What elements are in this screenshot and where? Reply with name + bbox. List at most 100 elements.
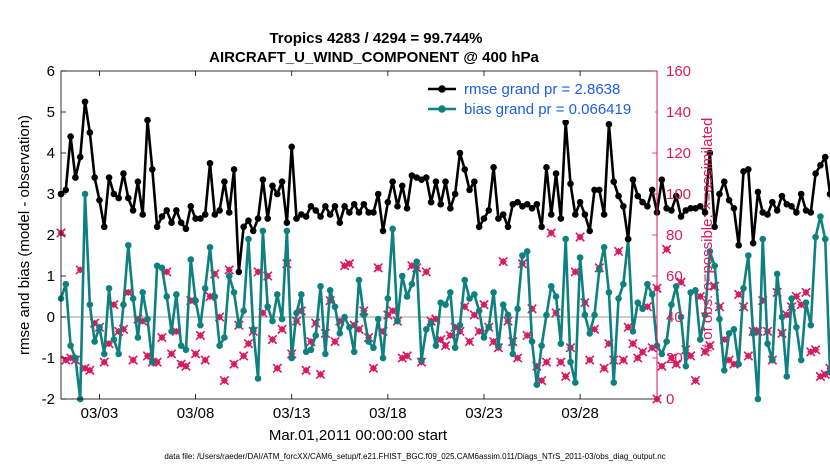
obs-marker-stroke [522, 330, 532, 341]
rmse-series-point [192, 215, 199, 222]
bias-series-point [523, 248, 531, 255]
bias-series-point [307, 346, 315, 354]
obs-marker-stroke [512, 353, 523, 363]
rmse-series-point [264, 215, 271, 222]
legend-rmse-marker [438, 85, 446, 93]
obs-point [690, 375, 701, 386]
obs-marker-stroke [190, 349, 201, 359]
rmse-series-point [144, 116, 151, 124]
bias-series-point [278, 315, 286, 323]
obs-marker-stroke [743, 351, 754, 361]
y-axis-right-label: # of obs: o=possible; ×=assimilated [699, 118, 716, 353]
bias-series-point [581, 311, 589, 319]
rmse-series-point [312, 207, 320, 214]
rmse-series-point [153, 223, 161, 231]
rmse-series-point [557, 215, 565, 222]
y-left-tick-label: 2 [47, 227, 55, 244]
rmse-series-point [379, 227, 387, 235]
obs-point [743, 351, 754, 361]
obs-marker-stroke [277, 324, 287, 335]
bias-series-point [759, 235, 767, 243]
rmse-series-point [269, 182, 276, 190]
obs-point [181, 361, 191, 371]
obs-marker-stroke [373, 263, 383, 273]
obs-marker-stroke [584, 355, 595, 365]
rmse-series-point [346, 209, 353, 216]
obs-point [729, 359, 739, 369]
bias-series-point [298, 291, 305, 298]
bias-series-point [528, 338, 536, 345]
rmse-series-point [365, 209, 372, 216]
rmse-series-point [788, 203, 795, 210]
rmse-series-point [432, 178, 440, 185]
bias-series-point [740, 285, 747, 292]
rmse-series-point [745, 166, 752, 173]
rmse-series-point [341, 203, 348, 210]
obs-point [657, 361, 667, 371]
obs-marker-stroke [99, 357, 110, 367]
bias-series-point [432, 342, 440, 350]
bias-series-point [490, 289, 497, 296]
rmse-series-point [797, 190, 805, 198]
bias-series-point [163, 293, 171, 300]
bias-series-point [139, 289, 147, 296]
bias-series-point [124, 241, 132, 249]
y-right-tick-label: 120 [666, 145, 691, 162]
rmse-series-point [91, 174, 98, 181]
rmse-series-point [72, 174, 79, 181]
obs-point [810, 345, 821, 355]
bias-series-point [173, 291, 180, 298]
rmse-series-point [658, 176, 666, 183]
obs-point [522, 330, 532, 341]
rmse-series-point [504, 223, 512, 231]
rmse-series-point [471, 178, 478, 185]
obs-point [556, 357, 566, 367]
rmse-series-point [158, 213, 166, 220]
obs-marker-stroke [671, 359, 681, 369]
rmse-series-point [807, 209, 815, 216]
obs-point [195, 330, 206, 341]
bias-series-point [648, 291, 656, 298]
obs-marker-stroke [575, 232, 585, 242]
rmse-series-point [86, 129, 94, 136]
bias-series-point [230, 289, 238, 296]
bias-series-point [398, 272, 406, 280]
y-right-tick-label: 40 [666, 309, 683, 326]
obs-point [344, 258, 355, 269]
rmse-series-point [197, 215, 204, 222]
obs-point [498, 256, 508, 267]
bias-series-point [821, 235, 829, 243]
y-left-tick-label: -1 [42, 350, 55, 367]
rmse-series-point [389, 178, 396, 185]
bias-series-point [254, 375, 262, 382]
rmse-series-point [461, 166, 469, 173]
bias-series-point [533, 381, 541, 388]
rmse-series-point [211, 211, 219, 218]
rmse-series-point [62, 186, 70, 194]
obs-point [277, 324, 287, 335]
rmse-series-point [499, 211, 507, 218]
obs-marker-stroke [176, 359, 186, 369]
obs-marker-stroke [205, 291, 215, 302]
obs-marker-stroke [666, 353, 677, 363]
bias-series-point [634, 299, 642, 306]
bias-series-point [504, 311, 512, 319]
obs-marker-stroke [224, 265, 234, 275]
rmse-series-point [514, 198, 521, 206]
bias-series-point [245, 235, 252, 243]
bias-series-point [86, 301, 94, 309]
obs-point [219, 375, 230, 386]
bias-series-point [797, 356, 805, 364]
rmse-series-point [793, 209, 800, 216]
rmse-series-point [259, 176, 267, 183]
bias-series-point [682, 362, 690, 370]
rmse-series-point [629, 176, 637, 183]
rmse-series-point [278, 178, 286, 185]
obs-point [666, 353, 677, 363]
rmse-series-point [576, 198, 584, 206]
rmse-series-point [317, 213, 324, 220]
rmse-series-point [495, 215, 502, 222]
bias-series-point [110, 336, 118, 343]
bias-series-point [677, 313, 685, 321]
rmse-series-point [67, 133, 74, 140]
